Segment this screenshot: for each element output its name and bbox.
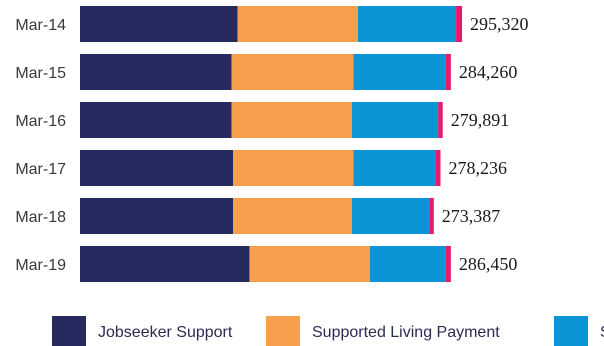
legend-label: Supported Living Payment [312, 324, 500, 341]
total-label: 286,450 [459, 254, 518, 274]
bar-segment-1 [80, 198, 234, 234]
bar-segments [80, 6, 463, 282]
bar-segment-1 [80, 246, 250, 282]
bar-segment-4 [435, 150, 441, 186]
bar-segment-3 [352, 198, 430, 234]
bar-segment-4 [438, 102, 443, 138]
total-label: 295,320 [470, 14, 529, 34]
bar-segment-3 [369, 246, 446, 282]
legend: Jobseeker Support Supported Living Paymen… [52, 316, 604, 346]
total-label: 284,260 [459, 62, 518, 82]
bar-segment-3 [357, 6, 457, 42]
bar-segment-2 [233, 198, 353, 234]
bar-segment-4 [429, 198, 434, 234]
bar-segment-2 [233, 150, 354, 186]
bar-segment-1 [80, 54, 232, 90]
category-label: Mar-18 [15, 209, 66, 226]
bar-segment-3 [352, 102, 439, 138]
category-axis-labels: Mar-14 Mar-15 Mar-16 Mar-17 Mar-18 Mar-19 [15, 17, 66, 274]
legend-swatch [52, 316, 86, 346]
bar-segment-3 [353, 150, 436, 186]
bar-segment-3 [353, 54, 446, 90]
bar-segment-2 [231, 54, 354, 90]
bar-segment-4 [445, 54, 451, 90]
legend-swatch [266, 316, 300, 346]
bar-segment-4 [456, 6, 463, 42]
total-label: 278,236 [448, 158, 507, 178]
category-label: Mar-14 [15, 17, 66, 34]
total-label: 279,891 [451, 110, 510, 130]
legend-label: Jobseeker Support [98, 324, 233, 341]
category-label: Mar-15 [15, 65, 66, 82]
bar-segment-2 [237, 6, 358, 42]
category-label: Mar-16 [15, 113, 66, 130]
legend-swatch [554, 316, 588, 346]
total-labels: 295,320 284,260 279,891 278,236 273,387 286,4… [442, 14, 529, 274]
legend-label: S [600, 324, 604, 341]
total-label: 273,387 [442, 206, 501, 226]
category-label: Mar-17 [15, 161, 66, 178]
bar-segment-1 [80, 102, 232, 138]
bar-segment-2 [231, 102, 353, 138]
bar-segment-4 [445, 246, 451, 282]
bar-segment-2 [249, 246, 370, 282]
bar-segment-1 [80, 6, 238, 42]
bar-segment-1 [80, 150, 234, 186]
category-label: Mar-19 [15, 257, 66, 274]
